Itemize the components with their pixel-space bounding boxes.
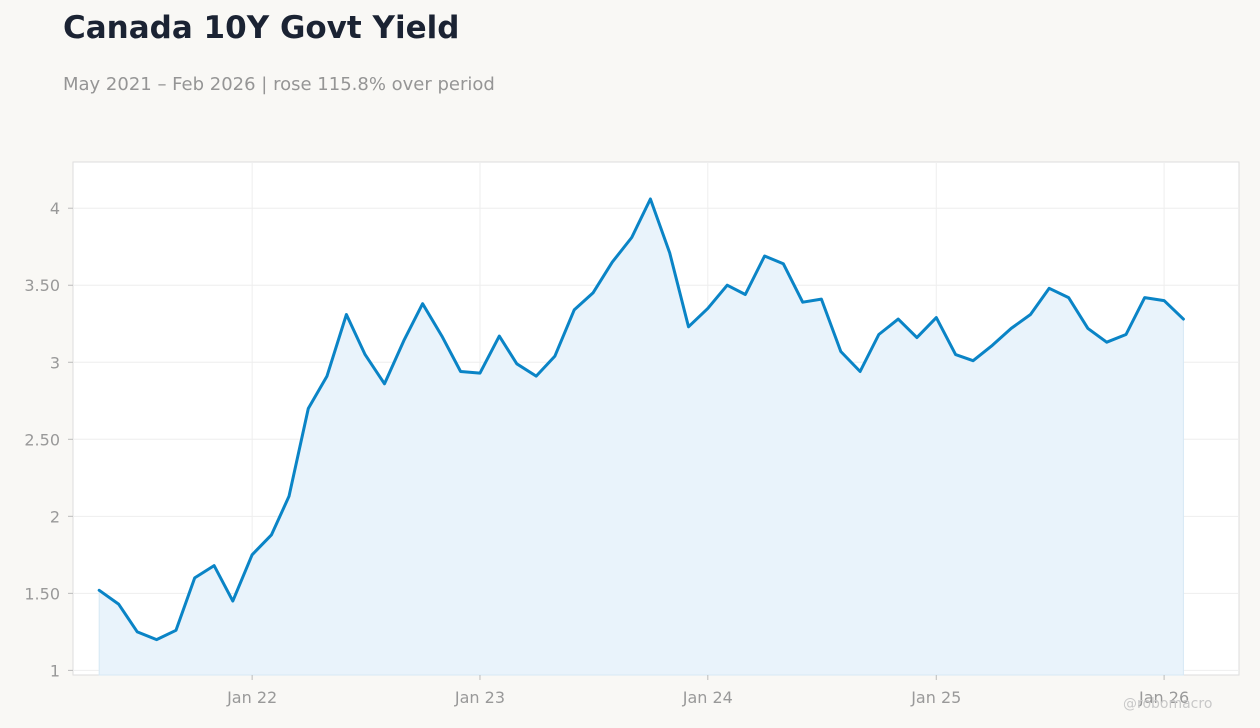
x-tick-label: Jan 26 — [1138, 688, 1189, 707]
x-tick-label: Jan 24 — [682, 688, 733, 707]
y-tick-label: 2.50 — [24, 430, 60, 449]
x-axis-ticks: Jan 22 Jan 23 Jan 24 Jan 25 Jan 26 — [226, 675, 1189, 707]
series-line — [97, 197, 1185, 642]
y-tick-label: 3 — [50, 353, 60, 372]
chart-title: Canada 10Y Govt Yield — [63, 10, 460, 46]
y-tick-label: 1 — [50, 661, 60, 680]
x-tick-label: Jan 23 — [454, 688, 505, 707]
chart-subtitle: May 2021 – Feb 2026 | rose 115.8% over p… — [63, 74, 495, 95]
watermark: @robomacro — [1123, 696, 1213, 712]
x-tick-label: Jan 25 — [910, 688, 961, 707]
y-tick-label: 3.50 — [24, 276, 60, 295]
y-tick-label: 1.50 — [24, 584, 60, 603]
y-axis-ticks: 1 1.50 2 2.50 3 3.50 4 — [24, 199, 73, 680]
x-tick-label: Jan 22 — [226, 688, 277, 707]
y-tick-label: 2 — [50, 507, 60, 526]
y-tick-label: 4 — [50, 199, 60, 218]
